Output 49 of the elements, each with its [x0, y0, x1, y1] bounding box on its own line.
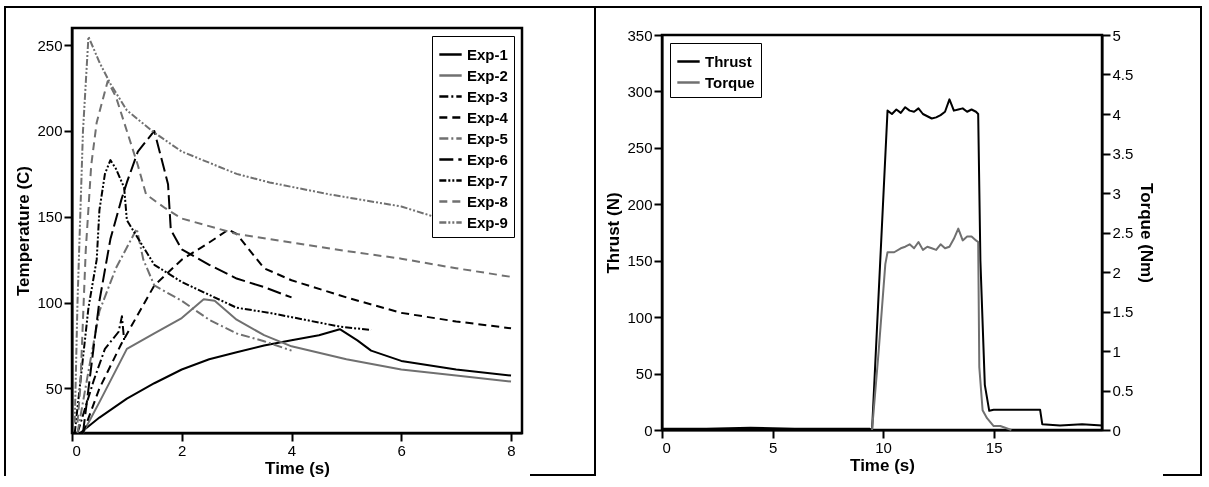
- y-tick-label: 0: [644, 421, 653, 439]
- x-tick-label: 0: [662, 438, 671, 456]
- legend-label: Exp-3: [467, 87, 508, 105]
- y-tick-label: 50: [635, 365, 653, 383]
- y2-tick-label: 3: [1112, 184, 1121, 202]
- y2-tick-label: 0: [1112, 421, 1121, 439]
- y2-tick-label: 4.5: [1112, 66, 1134, 83]
- x-tick-label: 2: [178, 441, 187, 459]
- y-tick-label: 250: [627, 139, 653, 157]
- y-tick-label: 150: [627, 252, 653, 270]
- x-axis-title: Time (s): [265, 458, 330, 478]
- y2-tick-label: 0.5: [1112, 382, 1134, 399]
- legend-label: Exp-1: [467, 45, 508, 63]
- y2-tick-label: 1.5: [1112, 303, 1134, 320]
- x-axis-title: Time (s): [850, 455, 915, 475]
- legend-label: Exp-6: [467, 150, 508, 168]
- legend-label: Exp-7: [467, 171, 508, 189]
- y2-tick-label: 4: [1112, 105, 1121, 123]
- legend-label: Exp-9: [467, 213, 508, 231]
- y-axis-title: Thrust (N): [604, 192, 624, 274]
- y-tick-label: 250: [37, 36, 63, 54]
- y2-tick-label: 2.5: [1112, 224, 1134, 241]
- y2-tick-label: 1: [1112, 342, 1121, 360]
- y2-axis-title: Torque (Nm): [1137, 183, 1157, 283]
- y-axis-title: Temperature (C): [14, 165, 34, 297]
- x-tick-label: 6: [397, 441, 406, 459]
- x-tick-label: 0: [72, 441, 81, 459]
- y-tick-label: 150: [37, 208, 63, 226]
- y2-tick-label: 3.5: [1112, 145, 1134, 162]
- y-tick-label: 200: [627, 195, 653, 213]
- legend-label: Exp-8: [467, 192, 508, 210]
- x-tick-label: 8: [507, 441, 516, 459]
- y-tick-label: 100: [627, 308, 653, 326]
- x-tick-label: 4: [287, 441, 297, 459]
- legend-label: Exp-4: [467, 108, 509, 126]
- y-tick-label: 50: [45, 379, 63, 397]
- legend-label: Exp-2: [467, 66, 508, 84]
- x-tick-label: 10: [875, 438, 892, 456]
- y2-tick-label: 2: [1112, 263, 1121, 281]
- legend-label: Thrust: [705, 52, 752, 70]
- legend-label: Exp-5: [467, 129, 508, 147]
- y-tick-label: 350: [627, 26, 653, 44]
- x-tick-label: 15: [985, 438, 1003, 456]
- y2-tick-label: 5: [1112, 26, 1121, 44]
- x-tick-label: 5: [768, 438, 778, 456]
- legend-label: Torque: [705, 73, 755, 91]
- y-tick-label: 300: [627, 82, 653, 100]
- y-tick-label: 100: [37, 294, 63, 312]
- y-tick-label: 200: [37, 122, 63, 140]
